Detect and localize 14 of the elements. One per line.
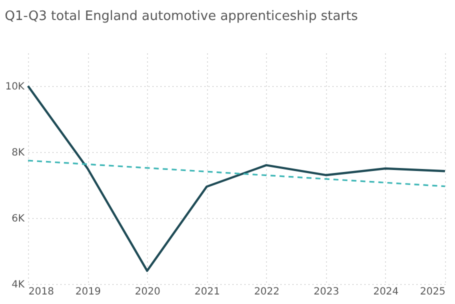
x-tick-label: 2022 (254, 286, 280, 298)
y-tick-label: 8K (12, 148, 25, 158)
x-tick-label: 2018 (28, 286, 54, 298)
line-series (26, 84, 446, 272)
x-tick-label: 2019 (75, 286, 101, 298)
x-tick-label: 2021 (194, 286, 220, 298)
x-tick-label: 2023 (314, 286, 340, 298)
y-tick-label: 4K (12, 280, 25, 290)
x-tick-label: 2020 (134, 286, 160, 298)
y-tick-label: 10K (5, 82, 25, 92)
chart-title: Q1-Q3 total England automotive apprenticeship starts (4, 9, 358, 24)
y-tick-label: 6K (12, 214, 25, 224)
x-tick-label: 2024 (373, 286, 399, 298)
x-tick-label: 2025 (420, 286, 446, 298)
